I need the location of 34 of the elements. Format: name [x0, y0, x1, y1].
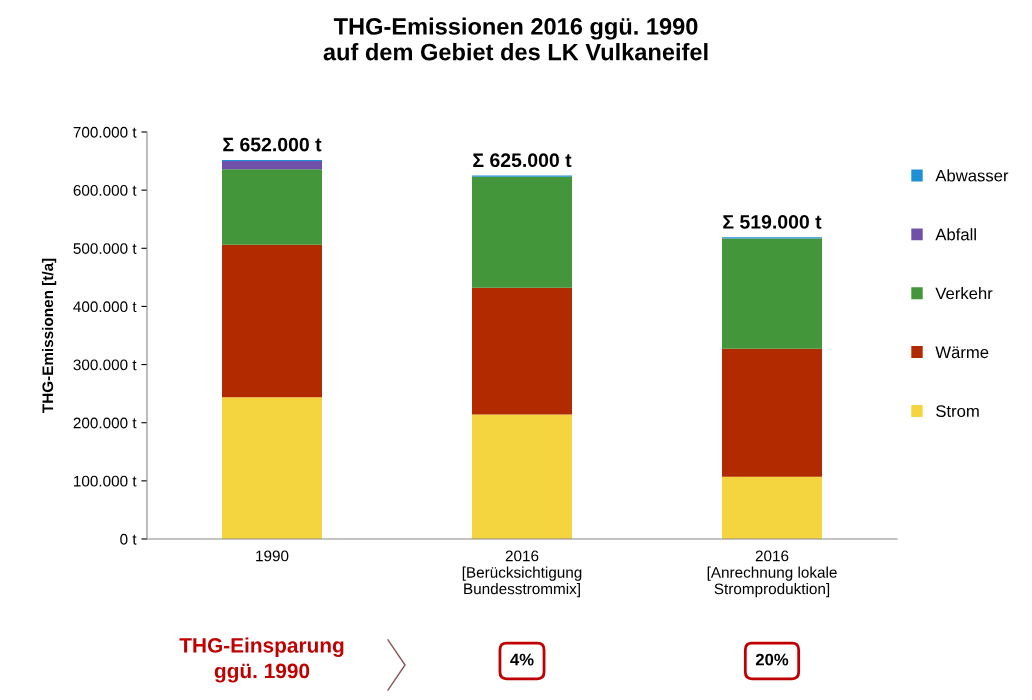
legend-label: Wärme — [935, 346, 989, 359]
x-tick-label: 2016 [Anrechnung lokale Stromproduktion] — [707, 550, 837, 598]
bar — [222, 169, 322, 245]
bar — [222, 161, 322, 170]
text: 4% — [510, 653, 534, 666]
total-label: Σ 652.000 t — [223, 137, 322, 152]
y-tick-label: 700.000 t — [73, 126, 137, 138]
y-tick-label: 200.000 t — [73, 417, 137, 429]
bar — [222, 244, 322, 398]
bar — [472, 414, 572, 539]
text: 20% — [755, 653, 789, 666]
total-label: Σ 625.000 t — [473, 153, 572, 168]
y-tick-label: 600.000 t — [73, 185, 137, 196]
y-axis-title: THG-Emissionen [t/a] — [41, 258, 57, 413]
bar — [222, 397, 322, 539]
bar — [472, 176, 572, 288]
chart-title: THG-Emissionen 2016 ggü. 1990 auf dem Gebiet des LK Vulkaneifel — [323, 17, 708, 61]
y-tick-label: 500.000 t — [73, 243, 137, 254]
total-label: Σ 519.000 t — [723, 214, 822, 229]
text: THG-Einsparung ggü. 1990 — [179, 637, 344, 683]
y-tick-label: 400.000 t — [73, 301, 137, 313]
legend-label: Abfall — [935, 228, 976, 241]
bar — [472, 287, 572, 415]
y-tick-label: 0 t — [120, 533, 137, 545]
legend-label: Verkehr — [935, 287, 993, 300]
x-tick-label: 1990 — [256, 550, 289, 562]
y-tick-label: 300.000 t — [73, 359, 137, 371]
bar — [722, 238, 822, 349]
y-tick-label: 100.000 t — [74, 475, 137, 487]
bar — [722, 476, 822, 539]
legend-label: Abwasser — [935, 169, 1009, 182]
x-tick-label: 2016 [Berücksichtigung Bundesstrommix] — [462, 550, 582, 598]
bar — [722, 348, 822, 477]
legend-label: Strom — [936, 405, 979, 418]
